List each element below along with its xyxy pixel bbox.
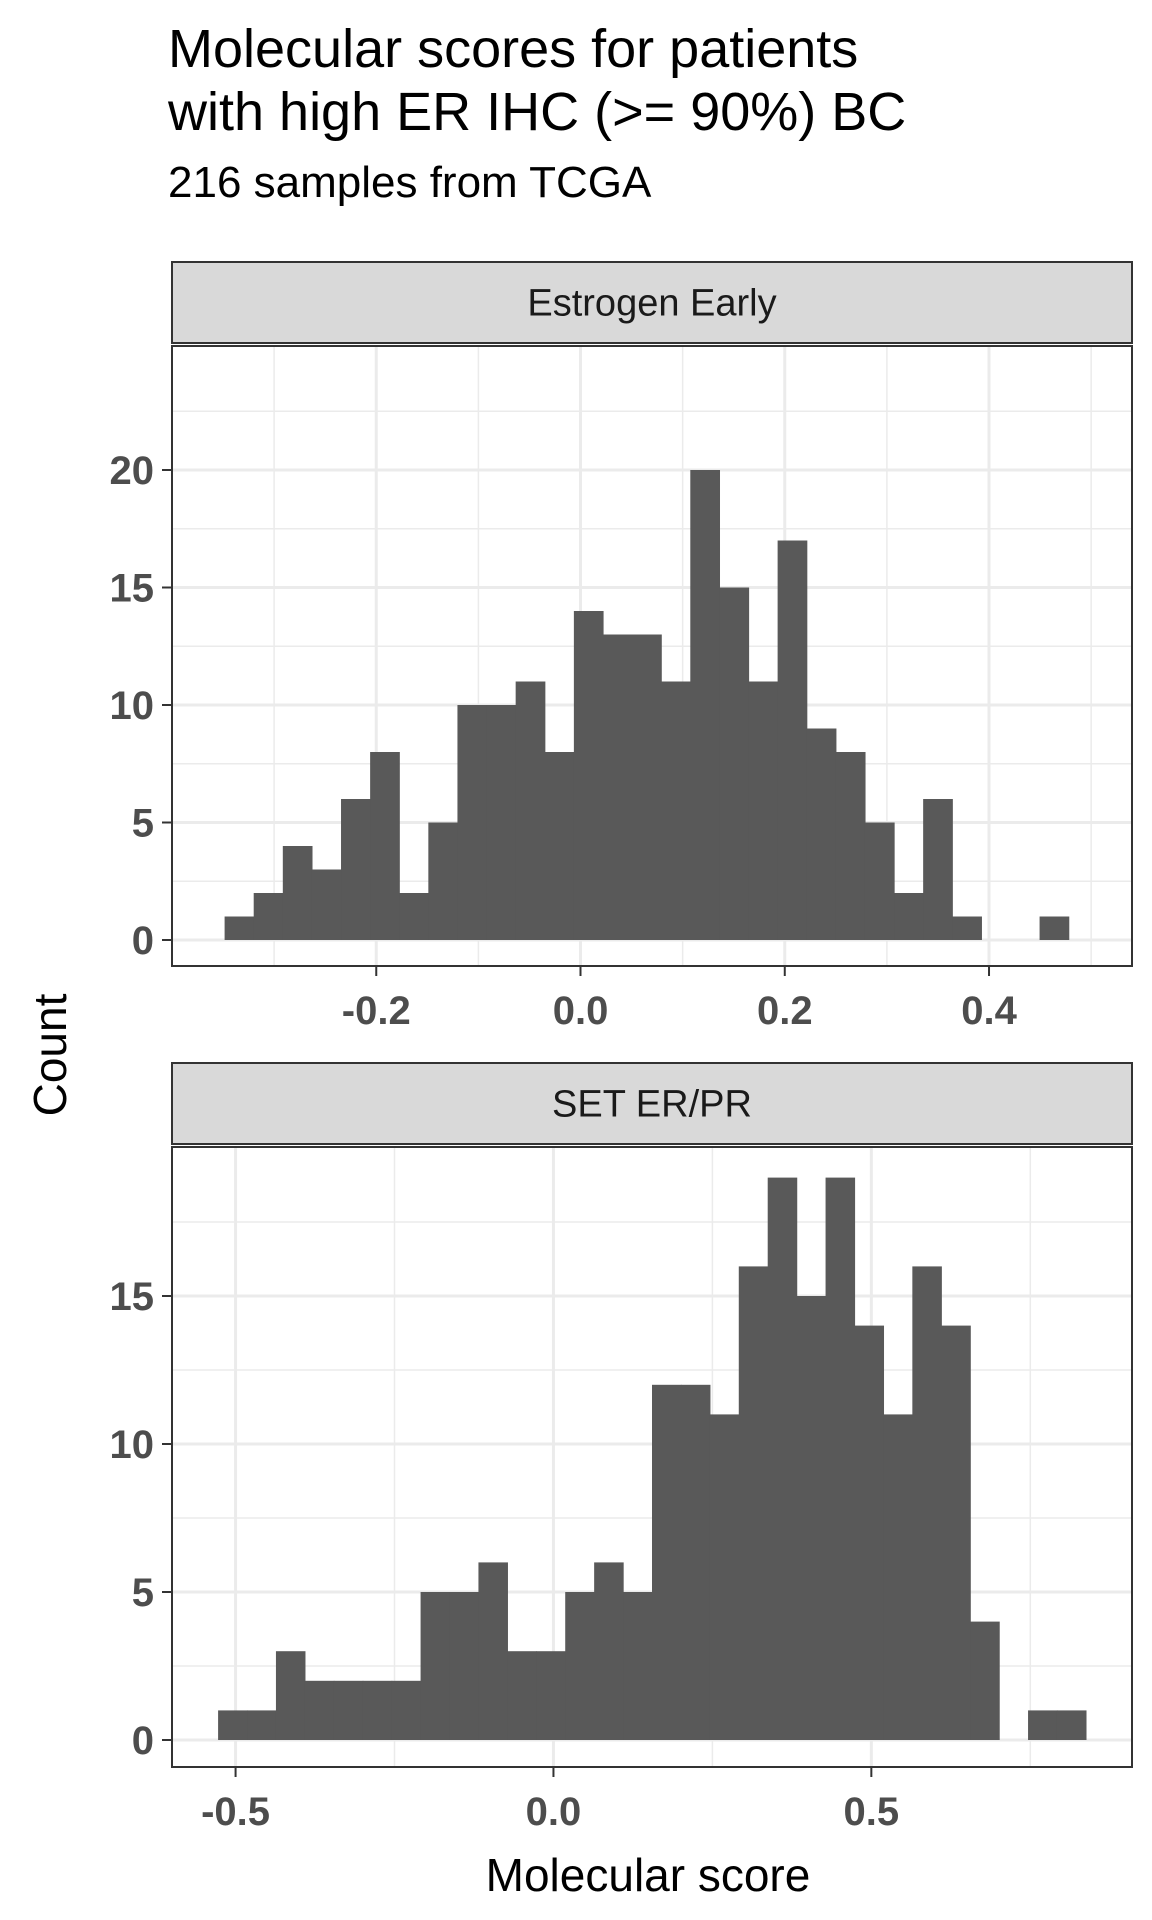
histogram-bar bbox=[370, 752, 400, 940]
histogram-bar bbox=[970, 1621, 1000, 1740]
histogram-bar bbox=[515, 681, 546, 940]
y-tick-label: 0 bbox=[132, 919, 154, 963]
histogram-bar bbox=[806, 728, 837, 940]
histogram-bar bbox=[952, 916, 982, 940]
chart-title-line-1: Molecular scores for patients bbox=[168, 19, 859, 79]
x-tick-label: 0.0 bbox=[553, 989, 609, 1033]
histogram-bar bbox=[748, 681, 779, 940]
x-tick-label: 0.4 bbox=[961, 989, 1017, 1033]
histogram-bar bbox=[311, 869, 342, 940]
histogram-bar bbox=[738, 1266, 769, 1740]
panel-2: SET ER/PR 0 5 10 15 -0.5 0.0 0.5 bbox=[110, 1062, 1133, 1834]
histogram-bar bbox=[282, 846, 313, 940]
y-tick-label: 10 bbox=[110, 684, 155, 728]
panel-border bbox=[171, 345, 1133, 967]
y-tick-label: 15 bbox=[110, 1275, 155, 1319]
x-tick-label: 0.5 bbox=[844, 1790, 900, 1834]
histogram-bar bbox=[1039, 916, 1070, 940]
y-tick-label: 0 bbox=[132, 1719, 154, 1763]
histogram-bar bbox=[341, 799, 371, 940]
histogram-bar bbox=[507, 1651, 537, 1740]
histogram-bar bbox=[709, 1414, 740, 1740]
histogram-bar bbox=[825, 1177, 856, 1740]
facet-strip-label: Estrogen Early bbox=[527, 283, 776, 325]
histogram-bar bbox=[544, 752, 575, 940]
histogram-bars bbox=[224, 470, 1070, 940]
histogram-bar bbox=[854, 1325, 885, 1740]
histogram-bar bbox=[602, 634, 633, 940]
histogram-bar bbox=[536, 1651, 566, 1740]
histogram-bar bbox=[835, 752, 866, 940]
histogram-bar bbox=[399, 893, 429, 940]
histogram-bar bbox=[275, 1651, 306, 1740]
histogram-bar bbox=[420, 1592, 451, 1740]
x-axis-label: Molecular score bbox=[485, 1849, 811, 1901]
histogram-bars bbox=[218, 1177, 1087, 1740]
histogram-bar bbox=[391, 1680, 422, 1740]
histogram-bar bbox=[449, 1592, 480, 1740]
histogram-bar bbox=[652, 1384, 682, 1740]
histogram-bar bbox=[941, 1325, 971, 1740]
x-tick-label: -0.2 bbox=[342, 989, 411, 1033]
y-tick-label: 20 bbox=[110, 449, 155, 493]
histogram-bar bbox=[912, 1266, 942, 1740]
histogram-bar bbox=[777, 540, 808, 940]
histogram-bar bbox=[486, 705, 517, 940]
histogram-bar bbox=[218, 1710, 248, 1740]
panel-border bbox=[171, 1146, 1133, 1768]
histogram-bar bbox=[719, 587, 750, 940]
histogram-bar bbox=[253, 893, 284, 940]
histogram-bar bbox=[883, 1414, 913, 1740]
histogram-bar bbox=[623, 1592, 653, 1740]
histogram-bar bbox=[632, 634, 662, 940]
histogram-bar bbox=[767, 1177, 798, 1740]
y-tick-label: 15 bbox=[110, 567, 155, 611]
histogram-bar bbox=[333, 1680, 364, 1740]
histogram-bar bbox=[565, 1592, 595, 1740]
histogram-bar bbox=[894, 893, 924, 940]
y-tick-label: 10 bbox=[110, 1423, 155, 1467]
y-tick-label: 5 bbox=[132, 1571, 154, 1615]
x-tick-label: 0.2 bbox=[757, 989, 813, 1033]
histogram-bar bbox=[864, 822, 895, 940]
facet-strip-label: SET ER/PR bbox=[552, 1084, 752, 1126]
histogram-bar bbox=[923, 799, 953, 940]
histogram-bar bbox=[661, 681, 691, 940]
histogram-bar bbox=[478, 1562, 508, 1740]
y-axis-label: Count bbox=[24, 993, 76, 1117]
panel-1: Estrogen Early 0 5 10 15 20 -0.2 0.0 0.2 0.4 bbox=[110, 261, 1133, 1033]
chart-subtitle: 216 samples from TCGA bbox=[168, 158, 652, 207]
histogram-bar bbox=[690, 470, 721, 940]
histogram-bar bbox=[594, 1562, 624, 1740]
histogram-bar bbox=[1028, 1710, 1058, 1740]
title-block: Molecular scores for patients with high … bbox=[168, 18, 906, 208]
histogram-bar bbox=[362, 1680, 393, 1740]
histogram-bar bbox=[796, 1296, 827, 1740]
histogram-bar bbox=[304, 1680, 335, 1740]
x-tick-label: -0.5 bbox=[201, 1790, 270, 1834]
x-tick-label: 0.0 bbox=[526, 1790, 582, 1834]
y-tick-label: 5 bbox=[132, 802, 154, 846]
histogram-bar bbox=[247, 1710, 277, 1740]
chart-title-line-2: with high ER IHC (>= 90%) BC bbox=[168, 82, 907, 142]
histogram-bar bbox=[680, 1384, 711, 1740]
histogram-bar bbox=[1056, 1710, 1087, 1740]
histogram-bar bbox=[457, 705, 488, 940]
histogram-bar bbox=[428, 822, 459, 940]
facet-strip bbox=[171, 1062, 1133, 1145]
facet-strip bbox=[171, 261, 1133, 344]
histogram-bar bbox=[573, 611, 604, 940]
histogram-bar bbox=[224, 916, 255, 940]
